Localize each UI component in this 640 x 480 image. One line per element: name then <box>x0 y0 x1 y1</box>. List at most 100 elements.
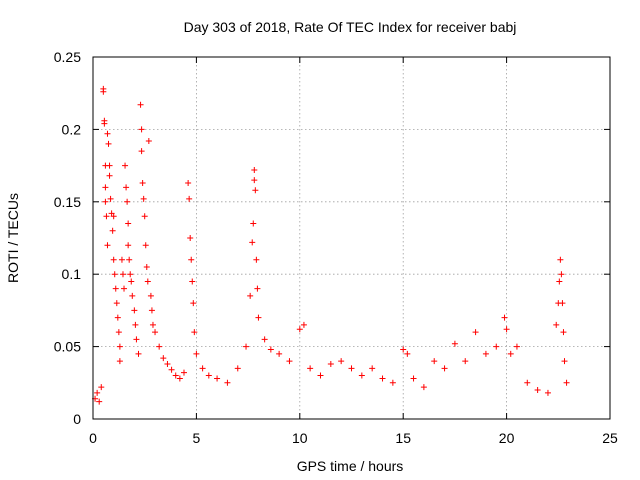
data-point <box>560 329 567 336</box>
data-point <box>348 365 355 372</box>
data-point <box>187 235 194 241</box>
grid-lines <box>93 57 610 419</box>
data-point <box>147 292 154 299</box>
data-point <box>276 350 283 357</box>
chart-title: Day 303 of 2018, Rate Of TEC Index for r… <box>184 19 517 35</box>
data-point <box>102 198 109 205</box>
data-point <box>125 220 132 227</box>
data-point <box>116 358 123 365</box>
x-axis-label: GPS time / hours <box>297 458 404 474</box>
data-point <box>149 321 156 328</box>
data-point <box>176 375 183 382</box>
data-point <box>191 329 198 336</box>
data-point <box>138 148 145 155</box>
data-point <box>400 346 407 353</box>
data-point <box>563 379 570 386</box>
x-tick-label: 25 <box>602 430 618 446</box>
data-point <box>115 329 122 336</box>
data-point <box>503 326 510 333</box>
data-point <box>389 379 396 386</box>
data-point <box>104 242 111 249</box>
data-point <box>142 242 149 249</box>
data-point <box>327 360 334 367</box>
data-point <box>101 120 108 127</box>
data-point <box>112 285 119 292</box>
x-tick-label: 20 <box>499 430 515 446</box>
plot-frame <box>92 56 611 420</box>
data-point <box>472 329 479 336</box>
data-point <box>501 314 508 321</box>
data-point <box>307 365 314 372</box>
data-point <box>255 314 262 321</box>
x-tick-label: 10 <box>292 430 308 446</box>
y-tick-label: 0.15 <box>54 194 81 210</box>
data-point <box>286 358 293 365</box>
y-tick-label: 0.25 <box>54 49 81 65</box>
data-points <box>92 85 570 405</box>
data-point <box>534 387 541 394</box>
data-point <box>94 389 101 396</box>
data-point <box>110 213 117 220</box>
data-point <box>109 227 116 234</box>
data-point <box>145 137 152 144</box>
data-point <box>137 101 144 108</box>
data-point <box>358 372 365 379</box>
data-point <box>250 220 257 227</box>
data-point <box>410 375 417 382</box>
data-point <box>300 321 307 328</box>
data-point <box>462 358 469 365</box>
data-point <box>132 321 139 328</box>
data-point <box>317 372 324 379</box>
data-point <box>172 372 179 379</box>
data-point <box>152 329 159 336</box>
data-point <box>107 195 114 202</box>
data-point <box>141 213 148 220</box>
data-point <box>106 172 113 179</box>
data-point <box>128 278 135 285</box>
data-point <box>160 355 167 362</box>
data-point <box>558 271 565 278</box>
data-point <box>189 278 196 285</box>
data-point <box>253 256 260 263</box>
data-point <box>148 307 155 314</box>
data-point <box>379 375 386 382</box>
data-point <box>139 179 146 186</box>
data-point <box>524 379 531 386</box>
data-point <box>482 350 489 357</box>
data-point <box>124 198 131 205</box>
y-tick-label: 0.2 <box>62 121 82 137</box>
data-point <box>125 242 132 249</box>
data-point <box>180 369 187 376</box>
data-point <box>144 278 151 285</box>
data-point <box>559 300 566 307</box>
data-point <box>493 343 500 350</box>
data-point <box>127 271 134 278</box>
data-point <box>234 365 241 372</box>
y-axis-label: ROTI / TECUs <box>5 193 21 283</box>
data-point <box>254 285 261 292</box>
data-point <box>243 343 250 350</box>
data-point <box>251 166 258 173</box>
data-point <box>338 358 345 365</box>
data-point <box>190 300 197 307</box>
data-point <box>156 343 163 350</box>
y-tick-label: 0.05 <box>54 339 81 355</box>
data-point <box>252 187 259 194</box>
data-point <box>507 350 514 357</box>
data-point <box>441 365 448 372</box>
data-point <box>369 365 376 372</box>
data-point <box>199 365 206 372</box>
data-point <box>104 130 111 137</box>
data-point <box>126 256 133 263</box>
data-point <box>96 398 103 405</box>
data-point <box>119 271 126 278</box>
data-point <box>186 195 193 202</box>
data-point <box>138 126 145 133</box>
data-point <box>249 239 256 246</box>
data-point <box>205 372 212 379</box>
data-point <box>123 184 130 191</box>
data-point <box>129 292 136 299</box>
y-tick-label: 0 <box>73 411 81 427</box>
data-point <box>131 307 138 314</box>
